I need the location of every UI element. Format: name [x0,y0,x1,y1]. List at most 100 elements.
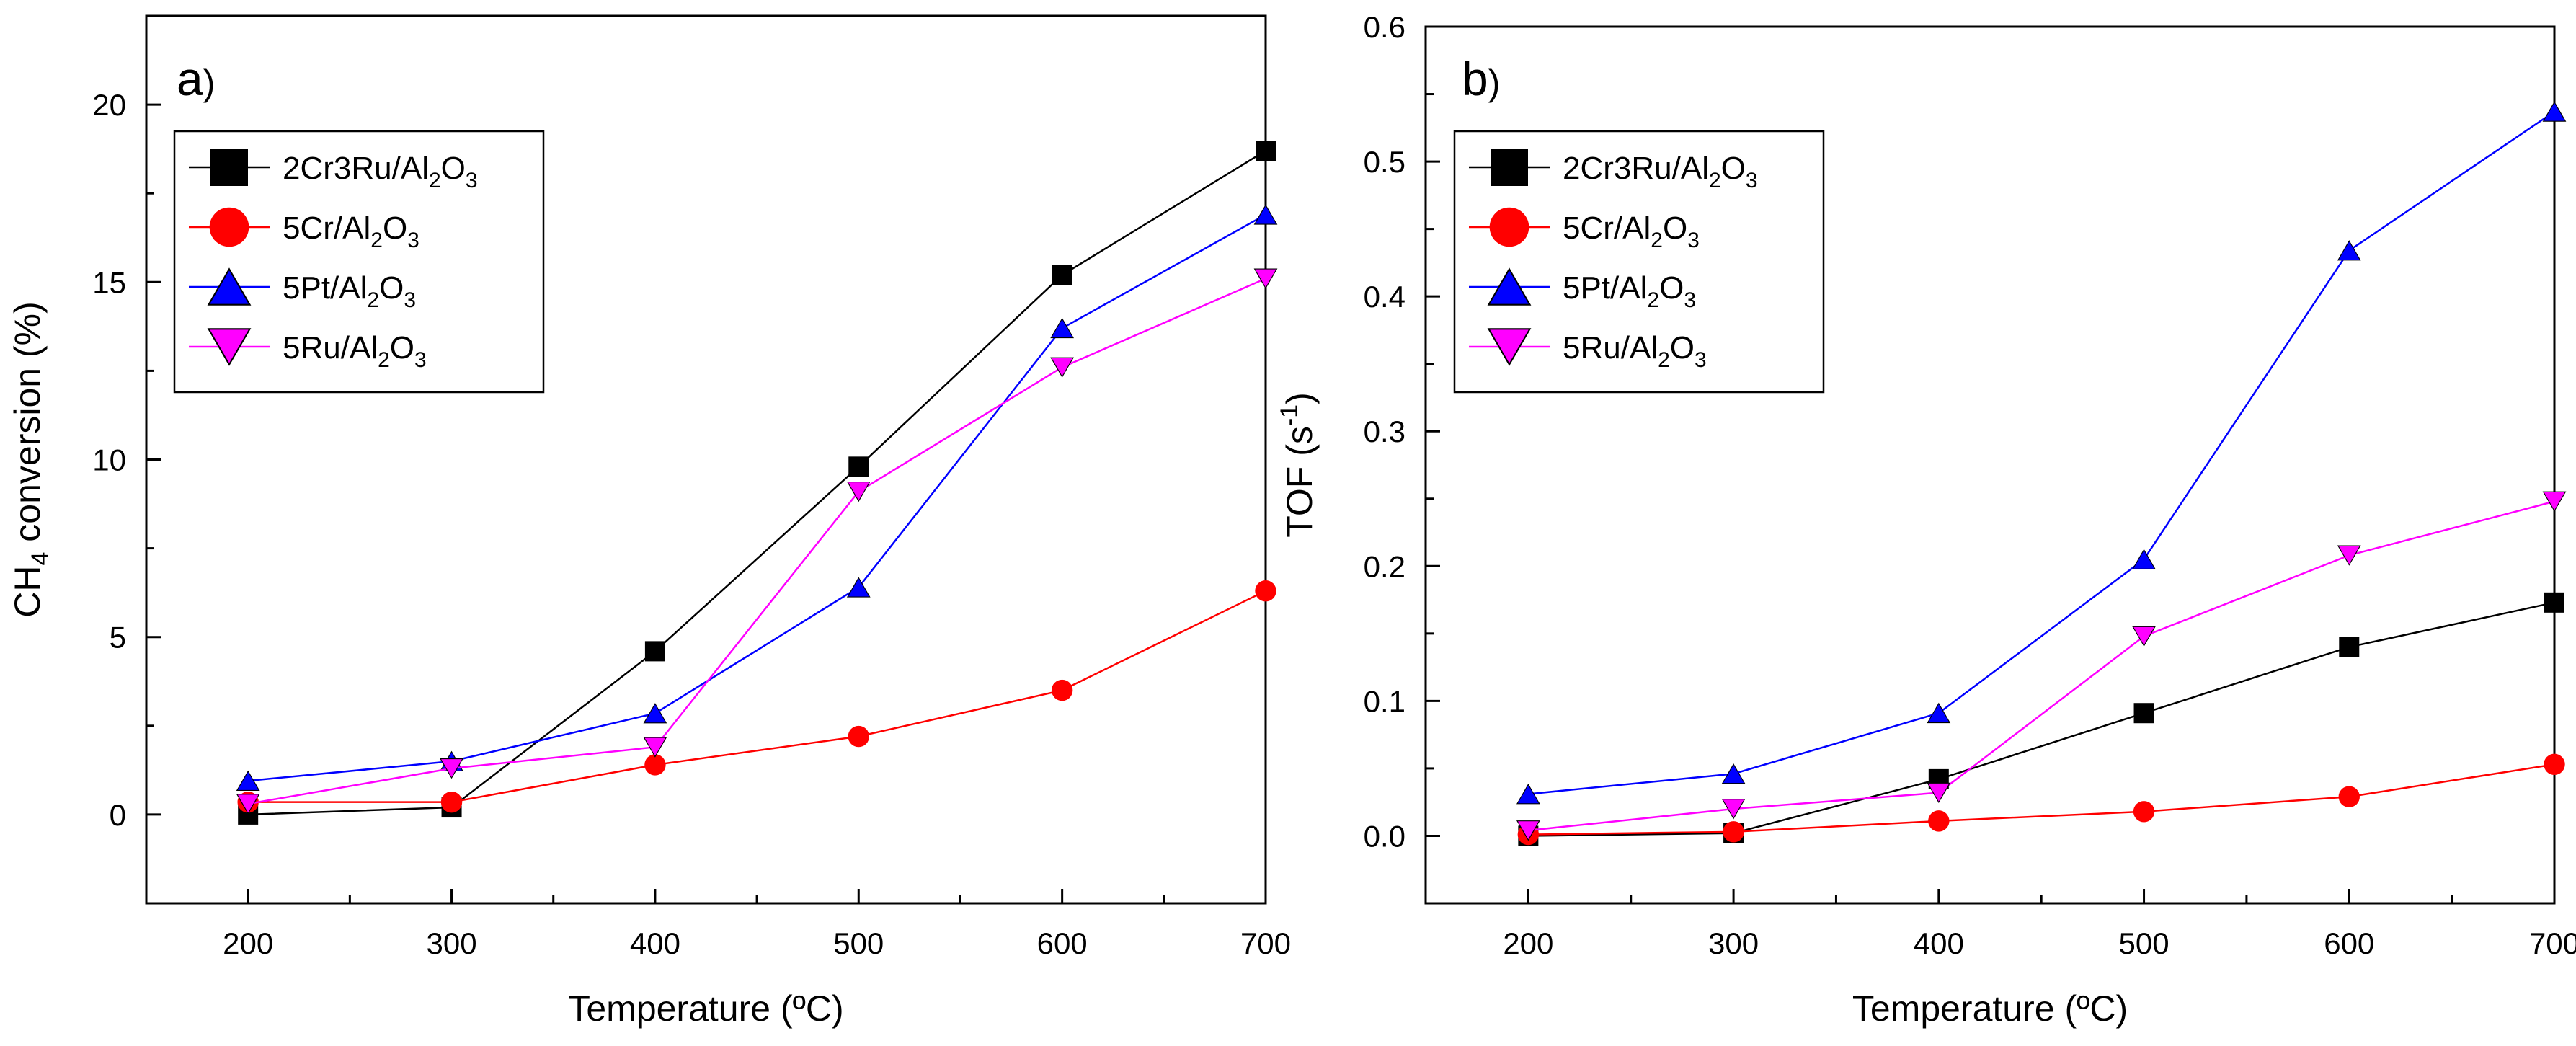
series-line [1528,110,2555,795]
data-point [2542,101,2567,122]
series-2Cr3Ru/Al2O3 [1518,592,2564,846]
legend-label: 2Cr3Ru/Al2O3 [283,151,478,192]
legend-label-text: O [441,151,466,186]
data-point [644,754,666,776]
panel-letter-char: a [177,52,203,105]
legend-label-subscript: 2 [1647,288,1659,312]
x-tick-label: 700 [1240,926,1291,960]
plot-frame [1424,25,2556,905]
legend-label-subscript: 3 [1746,169,1758,192]
legend-marker [207,328,252,366]
legend-marker [209,207,249,247]
data-point [236,770,260,791]
data-point [643,703,667,724]
legend-label-subscript: 3 [407,229,419,252]
legend-label: 5Ru/Al2O3 [1563,330,1707,372]
legend-label-text: O [1663,210,1687,246]
data-point [1050,357,1075,378]
legend-label-text: 5Cr/Al [1563,210,1651,246]
data-point [1927,702,1951,724]
y-axis-title-superscript: -1 [1276,404,1303,426]
legend-label-subscript: 2 [1709,169,1721,192]
legend-label-text: 5Ru/Al [1563,330,1658,365]
data-point [440,791,463,813]
series-line [1528,500,2555,832]
series-line [1528,763,2555,836]
data-point [846,481,871,502]
data-point [2133,801,2155,823]
x-tick-label: 700 [2529,926,2576,960]
legend-label-text: O [390,330,414,365]
y-axis-title-text: TOF (s [1279,426,1320,538]
data-point [2337,240,2361,261]
y-axis-title-text: CH [7,566,48,618]
data-point [1256,141,1276,161]
legend-label-subscript: 3 [1687,229,1700,252]
y-tick-label: 0.5 [1364,145,1405,179]
legend-item: 2Cr3Ru/Al2O3 [189,149,478,192]
legend-item: 5Pt/Al2O3 [189,267,416,312]
panel-letter: b) [1462,52,1500,105]
data-point [1721,763,1746,784]
legend-label: 5Ru/Al2O3 [283,330,427,372]
data-point [2337,545,2361,566]
x-tick-label: 300 [427,926,477,960]
data-point [1516,784,1540,805]
y-tick-label: 10 [92,443,126,477]
legend-label-subscript: 2 [1651,229,1663,252]
x-tick-label: 500 [833,926,884,960]
data-point [1723,821,1744,843]
legend-item: 5Pt/Al2O3 [1469,267,1696,312]
x-axis-title: Temperature (ºC) [568,988,843,1029]
legend-label-text: 5Ru/Al [283,330,378,365]
legend-label-text: 5Pt/Al [1563,270,1647,306]
legend-item: 5Cr/Al2O3 [189,207,419,252]
legend-marker [207,267,252,306]
data-point [644,641,665,662]
legend-marker [1491,149,1528,186]
legend-label-text: 2Cr3Ru/Al [283,151,429,186]
y-axis-title: CH4 conversion (%) [7,301,54,617]
legend-label-subscript: 3 [404,288,416,312]
x-tick-label: 400 [1914,926,1964,960]
x-tick-label: 200 [223,926,273,960]
panel-letter-paren: ) [203,63,216,103]
x-tick-label: 200 [1503,926,1553,960]
data-point [2132,549,2156,569]
data-point [2133,703,2154,724]
legend-label: 2Cr3Ru/Al2O3 [1563,151,1758,192]
series-line [247,278,1266,805]
y-tick-label: 0.6 [1364,10,1405,44]
data-point [2542,491,2567,512]
data-point [1516,820,1540,841]
y-axis-title-text-end: conversion (%) [7,301,48,551]
y-tick-label: 0 [110,798,126,832]
legend-label-subscript: 3 [1695,348,1707,372]
data-point [2544,753,2565,776]
series-5Pt/Al2O3 [1516,101,2567,805]
series-line [248,150,1266,816]
legend-label-text: O [383,210,407,246]
data-point [2132,626,2156,647]
legend-label: 5Cr/Al2O3 [1563,210,1700,252]
series-line [1528,601,2555,837]
y-tick-label: 5 [110,621,126,655]
legend-label-subscript: 2 [367,288,379,312]
data-point [440,758,463,779]
series-5Ru/Al2O3 [236,268,1278,815]
data-point [846,577,871,598]
legend-item: 5Ru/Al2O3 [189,328,427,372]
x-tick-label: 400 [630,926,680,960]
data-point [1253,204,1278,225]
panel-letter: a) [177,52,215,105]
legend-label-text: 5Cr/Al [283,210,370,246]
legend-item: 2Cr3Ru/Al2O3 [1469,149,1758,192]
x-tick-label: 600 [2324,926,2374,960]
data-point [1721,799,1746,820]
legend-label: 5Cr/Al2O3 [283,210,419,252]
chart-panel-a: 200 300 400 500 600 700 0 5 10 15 20 Temperature (º… [7,14,1291,1029]
series-line [248,213,1266,782]
data-point [1928,810,1950,832]
